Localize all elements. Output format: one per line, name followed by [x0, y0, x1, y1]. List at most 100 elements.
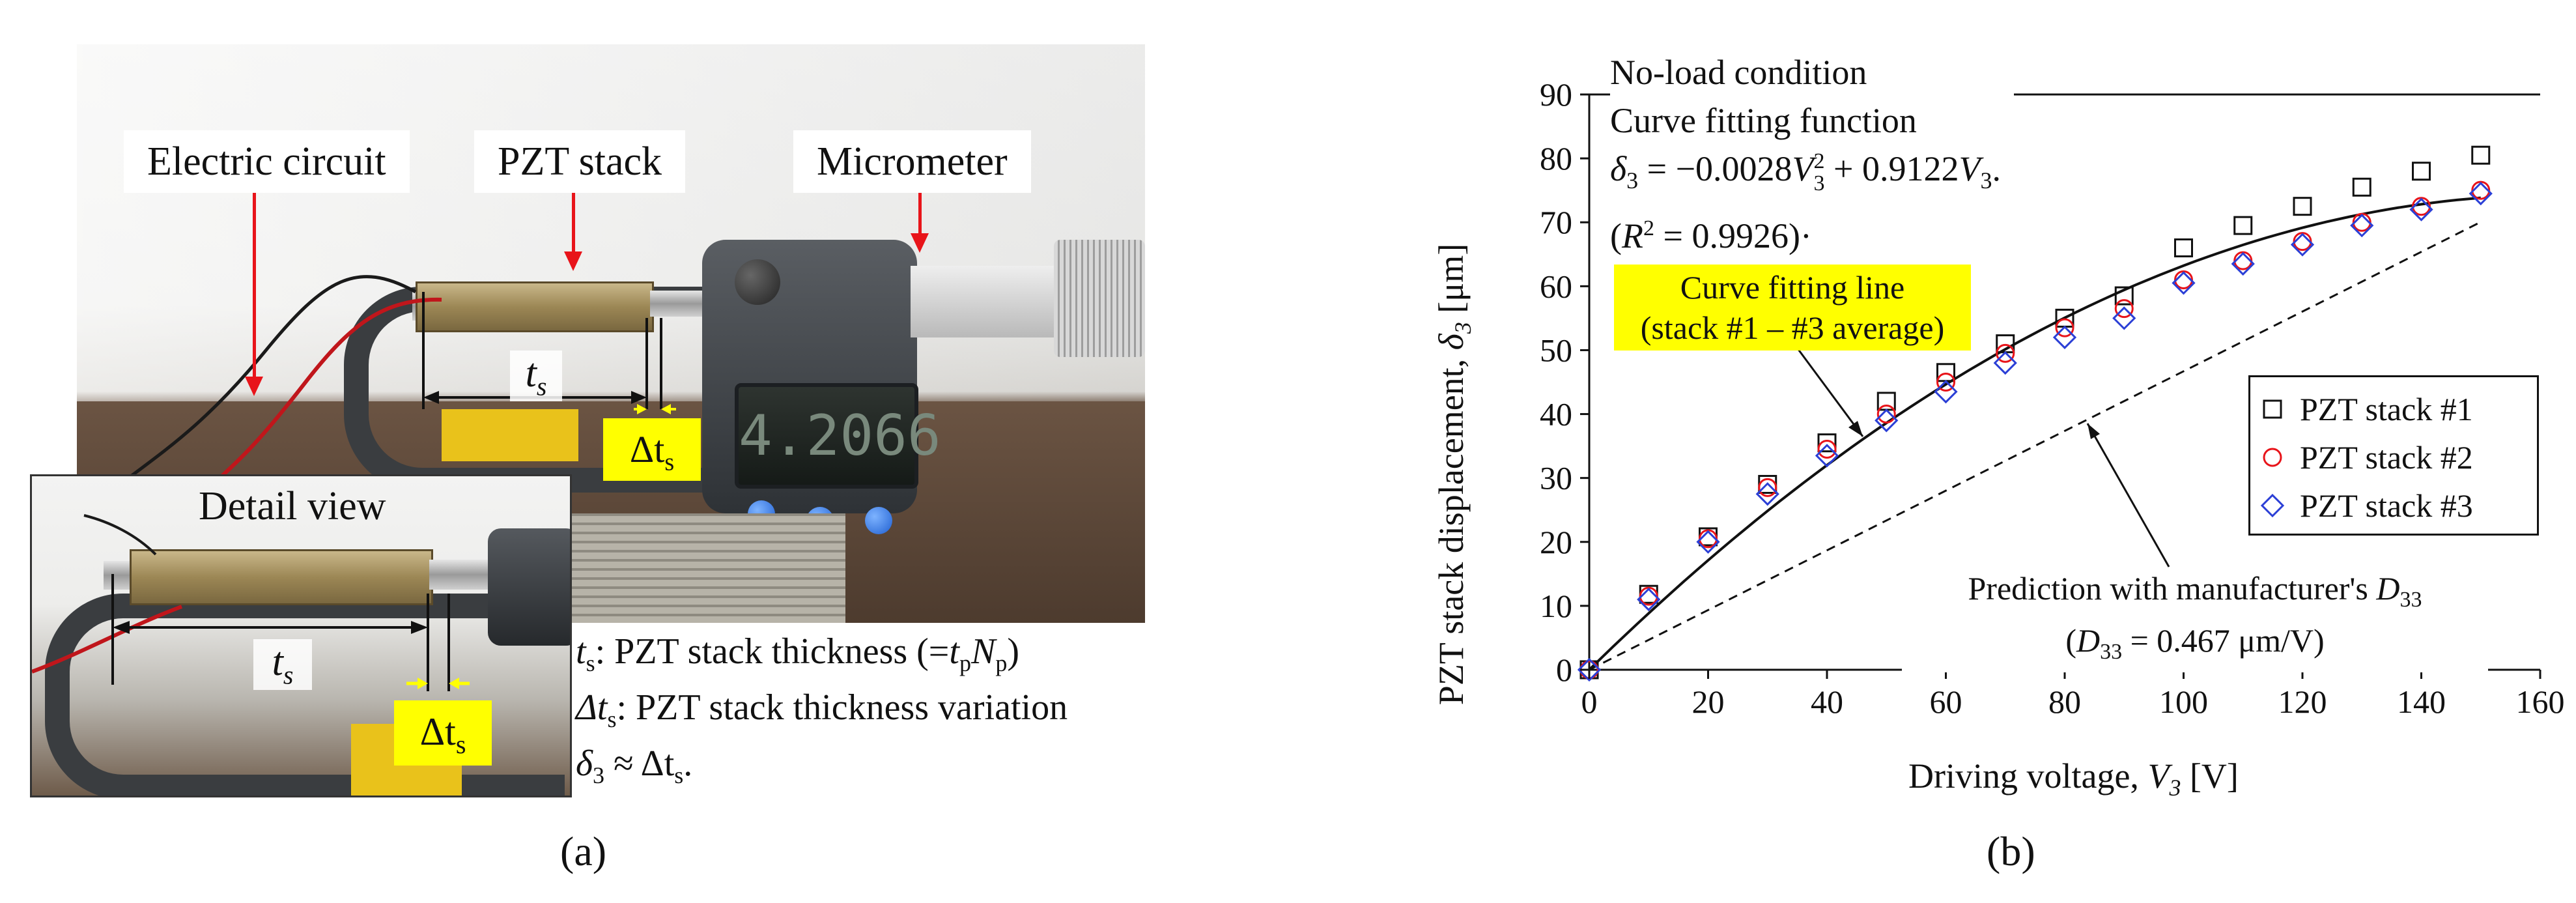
- note3-symbol: δ: [576, 743, 593, 784]
- pred-d: D: [2376, 570, 2400, 607]
- label-detail-view: Detail view: [199, 484, 386, 528]
- data-point-stack-3: [1875, 408, 1899, 433]
- data-point-stack-1: [2471, 145, 2491, 165]
- data-point-stack-2: [1936, 373, 1955, 392]
- inset-delta-ts-symbol: Δt: [419, 710, 456, 753]
- data-point-stack-1: [2233, 216, 2253, 235]
- note1-sub: s: [586, 650, 595, 677]
- note1-symbol: t: [576, 631, 586, 672]
- note3-end: .: [683, 743, 693, 784]
- data-point-stack-3: [1577, 657, 1602, 682]
- ylabel-d: δ: [1432, 334, 1471, 351]
- legend-marker-shape: [2260, 493, 2285, 518]
- fit-line-text-1: Curve fitting line: [1680, 269, 1905, 306]
- prediction-arrow: [2086, 423, 2170, 567]
- note1-np: N: [970, 631, 996, 672]
- data-point-stack-3: [2290, 233, 2315, 257]
- data-point-stack-3: [1993, 351, 2017, 375]
- data-point-stack-1: [2114, 286, 2134, 306]
- inset-body: [488, 528, 570, 646]
- note2-sub: s: [607, 706, 617, 733]
- fit-curve: [1588, 196, 2481, 671]
- eq-v-sup: 2: [1813, 149, 1825, 173]
- x-tick-label: 60: [1930, 683, 1962, 720]
- legend-marker: [2263, 399, 2282, 419]
- legend-item: PZT stack #3: [2257, 483, 2473, 528]
- x-tick-label: 0: [1581, 683, 1598, 720]
- ylabel-post: [μm]: [1432, 243, 1471, 322]
- wood-block: [572, 513, 845, 623]
- data-point-stack-3: [2172, 271, 2196, 295]
- fit-line-arrowhead: [1848, 421, 1863, 437]
- inset-lines: [32, 514, 470, 691]
- eq-end: .: [1992, 149, 2002, 188]
- note-line-2: Δts: PZT stack thickness variation: [576, 685, 1068, 741]
- data-point-stack-3: [1637, 587, 1661, 612]
- legend-marker-shape: [2263, 399, 2282, 419]
- y-tick-label: 70: [1540, 204, 1572, 240]
- hold-button: [865, 507, 892, 534]
- eq-lhs-sub: 3: [1626, 167, 1639, 194]
- x-tick-label: 40: [1811, 683, 1843, 720]
- y-tick-label: 50: [1540, 332, 1572, 368]
- eq-lhs: δ: [1610, 149, 1627, 188]
- xlabel-post: [V]: [2181, 756, 2239, 796]
- micrometer-sleeve: [911, 266, 1067, 337]
- data-point-stack-2: [1758, 478, 1777, 497]
- x-tick-label: 20: [1692, 683, 1725, 720]
- prediction-line-1: Prediction with manufacturer's D33: [1902, 568, 2488, 620]
- data-point-stack-2: [2055, 318, 2074, 337]
- note-line-3: δ3 ≈ Δts.: [576, 741, 1068, 797]
- eq-mid: = −0.0028: [1638, 149, 1792, 188]
- pred2-sub: 33: [2100, 640, 2123, 664]
- panel-a-notes: ts: PZT stack thickness (=tpNp) Δts: PZT…: [576, 629, 1068, 798]
- inset-delta-ts-sub: s: [455, 730, 466, 759]
- ts-label: ts: [510, 351, 562, 402]
- label-electric-circuit: Electric circuit: [124, 130, 410, 193]
- prediction-line: [1589, 221, 2482, 671]
- arrow-pzt-stack: [572, 193, 575, 258]
- note3-sub: 3: [593, 762, 605, 789]
- data-point-stack-1: [2293, 197, 2312, 216]
- y-tick-label: 10: [1540, 588, 1572, 624]
- arrowhead-electric-circuit: [245, 377, 263, 396]
- fit-fn-text: Curve fitting function: [1610, 101, 1917, 140]
- wires: [115, 275, 442, 502]
- prediction-arrowhead: [2088, 423, 2100, 439]
- pred2-rest: = 0.467 μm/V): [2122, 622, 2325, 659]
- xlabel-pre: Driving voltage,: [1908, 756, 2148, 796]
- fit-annotation: No-load condition Curve fitting function…: [1610, 48, 2014, 260]
- pred2-open: (: [2065, 622, 2076, 659]
- y-tick-label: 80: [1540, 140, 1572, 177]
- fit-line-label: Curve fitting line (stack #1 – #3 averag…: [1614, 265, 1971, 351]
- data-point-stack-1: [1936, 363, 1955, 382]
- y-tick-label: 30: [1540, 460, 1572, 496]
- legend-marker-shape: [2263, 448, 2282, 467]
- note-line-1: ts: PZT stack thickness (=tpNp): [576, 629, 1068, 685]
- eq-v2: V: [1959, 149, 1981, 188]
- fit-equation: δ3 = −0.0028V 2 3 + 0.9122V3.: [1610, 145, 2001, 205]
- inset-ts-sub: s: [283, 660, 294, 690]
- data-point-stack-2: [1876, 405, 1896, 424]
- x-tick-label: 100: [2159, 683, 2208, 720]
- xlabel-v: V: [2147, 756, 2170, 796]
- delta-ts-symbol: Δt: [629, 428, 665, 470]
- prediction-line-2: (D33 = 0.467 μm/V): [1902, 620, 2488, 672]
- eq-v-sub: 3: [1813, 171, 1825, 195]
- y-tick-label: 20: [1540, 524, 1572, 560]
- no-load-text: No-load condition: [1610, 53, 1867, 92]
- inset-ts-symbol: t: [272, 640, 283, 684]
- inset-stack: [130, 549, 433, 605]
- data-point-stack-3: [2409, 197, 2433, 222]
- note1-end: ): [1007, 631, 1019, 672]
- data-point-stack-3: [1755, 482, 1779, 506]
- note1-np-sub: p: [995, 650, 1008, 677]
- legend-item: PZT stack #2: [2257, 435, 2473, 480]
- y-axis-label: PZT stack displacement, δ3 [μm]: [1431, 149, 1477, 800]
- data-point-stack-1: [2412, 162, 2431, 181]
- data-point-stack-2: [1817, 440, 1837, 459]
- ticks-group: 0 20 40 60 80 100 120 140 160 0 10 20 30 40 50 60 70 80 90: [1540, 76, 2565, 720]
- legend-marker: [2260, 493, 2285, 518]
- x-tick-label: 80: [2048, 683, 2081, 720]
- data-point-stack-3: [2231, 251, 2255, 276]
